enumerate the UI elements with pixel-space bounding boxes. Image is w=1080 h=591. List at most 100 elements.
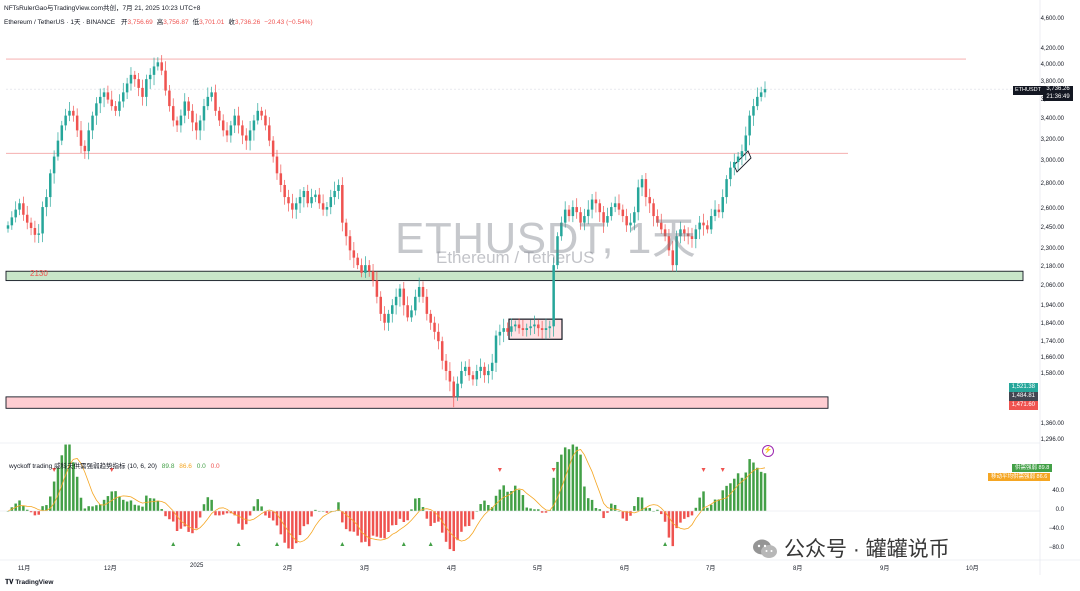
candle-body bbox=[736, 156, 740, 163]
candle bbox=[314, 190, 317, 203]
price-axis-label: 1,840.00 bbox=[1040, 320, 1064, 327]
candle-body bbox=[271, 140, 275, 157]
candle-body bbox=[64, 115, 67, 126]
indicator-axis-label: 0.0 bbox=[1055, 507, 1064, 513]
candle-body bbox=[679, 229, 682, 237]
candle bbox=[406, 296, 409, 322]
histogram-bar bbox=[410, 509, 413, 511]
candle bbox=[656, 209, 659, 227]
histogram-bar bbox=[521, 495, 525, 511]
histogram-bar bbox=[429, 511, 432, 527]
candle bbox=[152, 57, 156, 86]
candle bbox=[729, 161, 732, 187]
candle bbox=[610, 202, 613, 221]
candle-body bbox=[644, 179, 648, 198]
candle-body bbox=[248, 130, 252, 141]
candle-body bbox=[164, 70, 167, 91]
candle-body bbox=[125, 83, 129, 93]
tradingview-footer[interactable]: 𝐓𝐕 TradingView bbox=[5, 579, 53, 587]
candle bbox=[394, 288, 398, 315]
histogram-bar bbox=[364, 511, 367, 542]
candle bbox=[371, 263, 375, 287]
histogram-bar bbox=[475, 511, 479, 512]
indicator-value-4: 0.0 bbox=[210, 463, 220, 470]
candle-body bbox=[394, 296, 398, 306]
candle-body bbox=[494, 335, 498, 363]
candle bbox=[517, 318, 521, 334]
histogram-bar bbox=[125, 501, 129, 511]
zone-green bbox=[5, 270, 1024, 282]
histogram-bar bbox=[356, 511, 359, 536]
candle bbox=[218, 106, 221, 127]
histogram-bar bbox=[606, 511, 609, 513]
candle-body bbox=[75, 115, 79, 131]
time-axis-label: 5月 bbox=[533, 566, 543, 572]
sell-marker bbox=[551, 468, 556, 472]
candle bbox=[467, 359, 471, 381]
candle bbox=[91, 111, 94, 140]
candle-body bbox=[141, 87, 144, 97]
candle-body bbox=[6, 225, 10, 229]
time-axis-label: 8月 bbox=[793, 566, 803, 572]
histogram-bar bbox=[318, 511, 321, 512]
candle-body bbox=[698, 222, 701, 230]
candle bbox=[306, 184, 309, 208]
candle bbox=[379, 291, 382, 321]
candle-body bbox=[471, 375, 475, 380]
candle bbox=[202, 98, 206, 131]
candle-body bbox=[521, 328, 525, 330]
candle bbox=[586, 200, 590, 225]
candle-body bbox=[752, 106, 755, 116]
histogram-bar bbox=[244, 511, 248, 525]
candle-body bbox=[210, 92, 213, 97]
candle bbox=[544, 318, 548, 340]
candle bbox=[452, 376, 455, 408]
candle-body bbox=[444, 360, 448, 371]
candle bbox=[98, 88, 102, 114]
candle-body bbox=[586, 209, 590, 217]
price-tag-mid: 1,484.81 bbox=[1008, 392, 1038, 401]
level-label: 2130 bbox=[30, 269, 48, 278]
candle bbox=[256, 103, 260, 125]
price-axis-label: 2,300.00 bbox=[1040, 246, 1064, 253]
histogram-bar bbox=[552, 477, 555, 511]
candle bbox=[633, 206, 636, 231]
histogram-bar bbox=[306, 511, 309, 525]
candle-body bbox=[417, 286, 421, 297]
sell-marker bbox=[497, 468, 502, 472]
histogram-bar bbox=[717, 499, 721, 511]
candle bbox=[640, 175, 644, 197]
indicator-legend[interactable]: wyckoff trading 威科夫供需强弱趋势指标 (10, 6, 20) … bbox=[9, 460, 220, 470]
candle bbox=[621, 204, 625, 223]
candle bbox=[83, 140, 87, 159]
candle-body bbox=[433, 322, 436, 332]
histogram-bar bbox=[759, 471, 763, 511]
lightning-icon[interactable]: ⚡ bbox=[762, 445, 774, 457]
candle-body bbox=[694, 229, 698, 239]
candle-body bbox=[387, 313, 390, 323]
candle bbox=[702, 213, 705, 236]
candle bbox=[391, 299, 394, 323]
candle bbox=[525, 323, 529, 337]
candle-body bbox=[756, 96, 759, 107]
histogram-bar bbox=[198, 511, 202, 518]
histogram-bar bbox=[763, 473, 767, 511]
candle bbox=[214, 84, 217, 116]
histogram-bar bbox=[210, 499, 213, 511]
candle bbox=[575, 198, 578, 219]
candle bbox=[302, 187, 306, 208]
candle bbox=[613, 196, 617, 213]
histogram-bar bbox=[187, 511, 190, 532]
histogram-bar bbox=[241, 511, 244, 530]
sell-marker bbox=[701, 468, 706, 472]
candle-body bbox=[759, 92, 763, 97]
candle bbox=[179, 109, 183, 133]
candle bbox=[14, 201, 17, 223]
candle bbox=[318, 187, 321, 209]
price-tag-high: 1,521.38 bbox=[1008, 383, 1038, 392]
histogram-bar bbox=[471, 511, 475, 520]
candle bbox=[348, 230, 352, 261]
histogram-bar bbox=[402, 511, 406, 522]
candle-body bbox=[156, 62, 160, 67]
